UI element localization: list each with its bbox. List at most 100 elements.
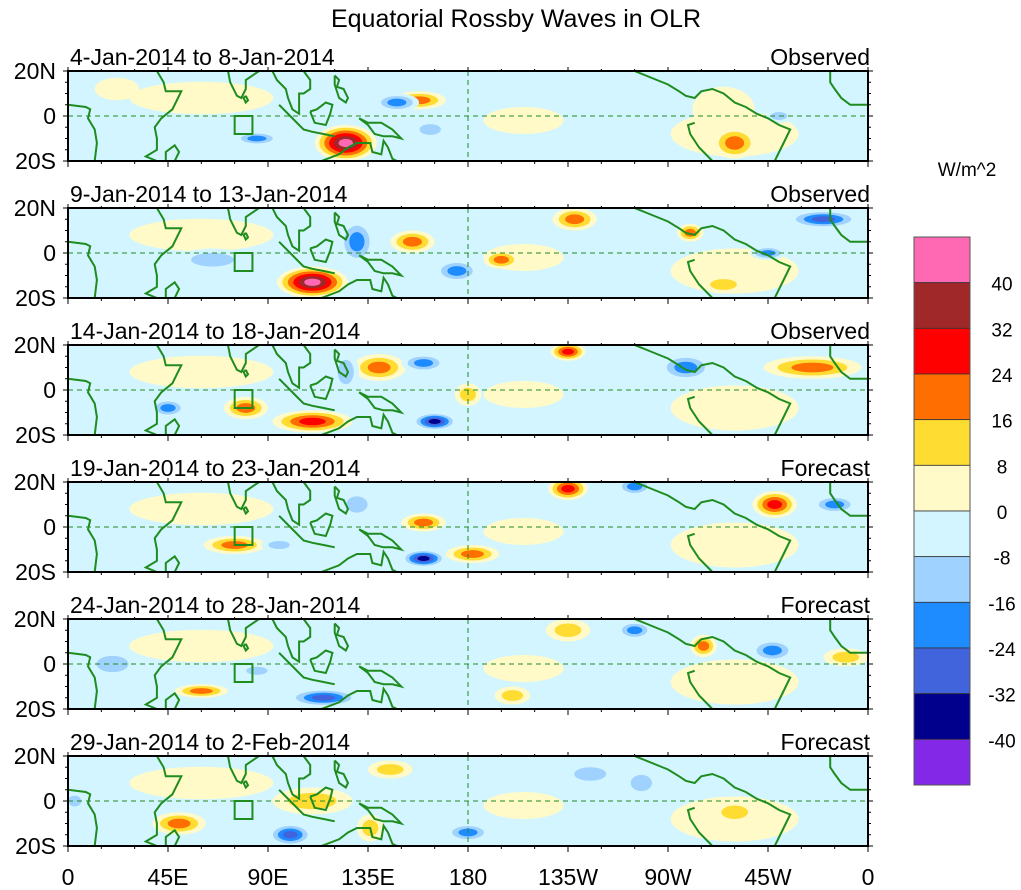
coastline xyxy=(829,756,868,791)
coastline xyxy=(358,665,405,689)
background-band xyxy=(129,766,274,800)
panel-status-label: Observed xyxy=(770,318,870,344)
anomaly-contour xyxy=(68,795,82,807)
anomaly-contour xyxy=(554,623,582,637)
anomaly-contour xyxy=(428,419,441,424)
background-band xyxy=(670,522,799,568)
anomaly-contour xyxy=(767,500,783,509)
panel-period-label: 9-Jan-2014 to 13-Jan-2014 xyxy=(70,181,348,207)
y-tick-label: 20S xyxy=(15,696,56,722)
coastline xyxy=(634,756,792,846)
coastline xyxy=(242,506,250,516)
panel-status-label: Observed xyxy=(770,181,870,207)
anomaly-contour xyxy=(493,255,509,264)
coastline xyxy=(320,686,398,709)
colorbar-swatch xyxy=(913,464,971,512)
coastline xyxy=(309,786,334,812)
coastline xyxy=(271,71,312,116)
coastline xyxy=(686,395,714,435)
coastlines xyxy=(68,208,868,298)
coastline xyxy=(68,788,98,846)
coastline xyxy=(829,619,868,654)
coastline xyxy=(164,417,181,435)
colorbar-swatch xyxy=(913,738,971,786)
colorbar-units-label: W/m^2 xyxy=(938,160,997,181)
coastline xyxy=(309,375,334,401)
y-tick-label: 20N xyxy=(14,743,56,769)
colorbar-swatch xyxy=(913,601,971,649)
anomaly-contour xyxy=(501,690,524,701)
coastline xyxy=(143,619,183,709)
colorbar-swatch xyxy=(913,693,971,740)
coastline xyxy=(333,759,350,789)
coastline xyxy=(320,549,398,572)
anomaly-contour xyxy=(565,214,585,225)
x-tick-label: 45E xyxy=(148,864,189,890)
background-band xyxy=(483,792,564,819)
y-tick-label: 0 xyxy=(43,651,56,677)
coastline xyxy=(164,554,181,572)
coastline xyxy=(271,345,312,390)
y-tick-label: 20S xyxy=(15,148,56,174)
x-axis: 0 45E 90E 135E 180 135W 90W 45W 0 xyxy=(62,864,875,890)
anomaly-contour xyxy=(311,694,336,701)
anomaly-contour xyxy=(160,404,176,412)
anomaly-contour xyxy=(721,805,749,819)
panel-5: 20N 0 20S 24-Jan-2014 to 28-Jan-2014 Forecas… xyxy=(14,592,873,722)
background-band xyxy=(129,492,274,526)
colorbar-tick-label: -24 xyxy=(988,640,1016,661)
colorbar-swatch xyxy=(913,236,971,284)
anomaly-contour xyxy=(346,496,368,513)
coastline xyxy=(320,275,398,298)
coastline xyxy=(309,238,334,264)
colorbar-frame xyxy=(913,236,971,786)
anomaly-contour xyxy=(246,666,268,675)
coastline xyxy=(242,780,250,790)
anomaly-contour xyxy=(337,359,354,385)
colorbar-tick-label: 8 xyxy=(997,457,1008,478)
coastline xyxy=(219,208,260,237)
anomaly-contour xyxy=(414,518,434,527)
colorbar: W/m^2 40 32 24 16 8 0 -8 -16 -24 -32 -40 xyxy=(913,160,1016,786)
coastline xyxy=(634,345,792,435)
coastline xyxy=(271,756,312,801)
colorbar-swatch xyxy=(913,282,971,329)
coastline xyxy=(333,211,350,241)
x-tick-label: 135E xyxy=(341,864,395,890)
coastline xyxy=(686,532,714,572)
coastline xyxy=(164,143,181,161)
coastline xyxy=(143,71,183,161)
coastline xyxy=(634,482,792,572)
anomaly-field xyxy=(129,482,857,568)
coastline xyxy=(686,121,714,161)
coastline xyxy=(242,232,250,242)
panel-2: 20N 0 20S 9-Jan-2014 to 13-Jan-2014 Observed xyxy=(14,181,873,311)
coastline xyxy=(829,208,868,243)
coastline xyxy=(309,649,334,675)
anomaly-contour xyxy=(417,556,430,561)
anomaly-contour xyxy=(825,500,845,509)
anomaly-contour xyxy=(96,655,129,673)
coastline xyxy=(634,208,792,298)
anomaly-contour xyxy=(791,362,834,373)
anomaly-contour xyxy=(762,645,782,656)
y-tick-label: 0 xyxy=(43,514,56,540)
colorbar-swatch xyxy=(913,419,971,466)
panel-period-label: 19-Jan-2014 to 23-Jan-2014 xyxy=(70,455,360,481)
anomaly-contour xyxy=(402,236,422,247)
coastline xyxy=(358,254,405,278)
colorbar-tick-label: -40 xyxy=(988,731,1015,752)
anomaly-contour xyxy=(414,359,434,367)
anomaly-contour xyxy=(167,818,191,829)
coastline xyxy=(271,619,312,664)
colorbar-tick-label: 32 xyxy=(991,320,1012,341)
background-band xyxy=(483,518,564,545)
anomaly-contour xyxy=(447,266,467,276)
anomaly-contour xyxy=(387,98,407,107)
anomaly-field xyxy=(129,208,860,298)
anomaly-contour xyxy=(349,232,365,252)
y-tick-label: 20N xyxy=(14,58,56,84)
anomaly-contour xyxy=(282,831,298,839)
